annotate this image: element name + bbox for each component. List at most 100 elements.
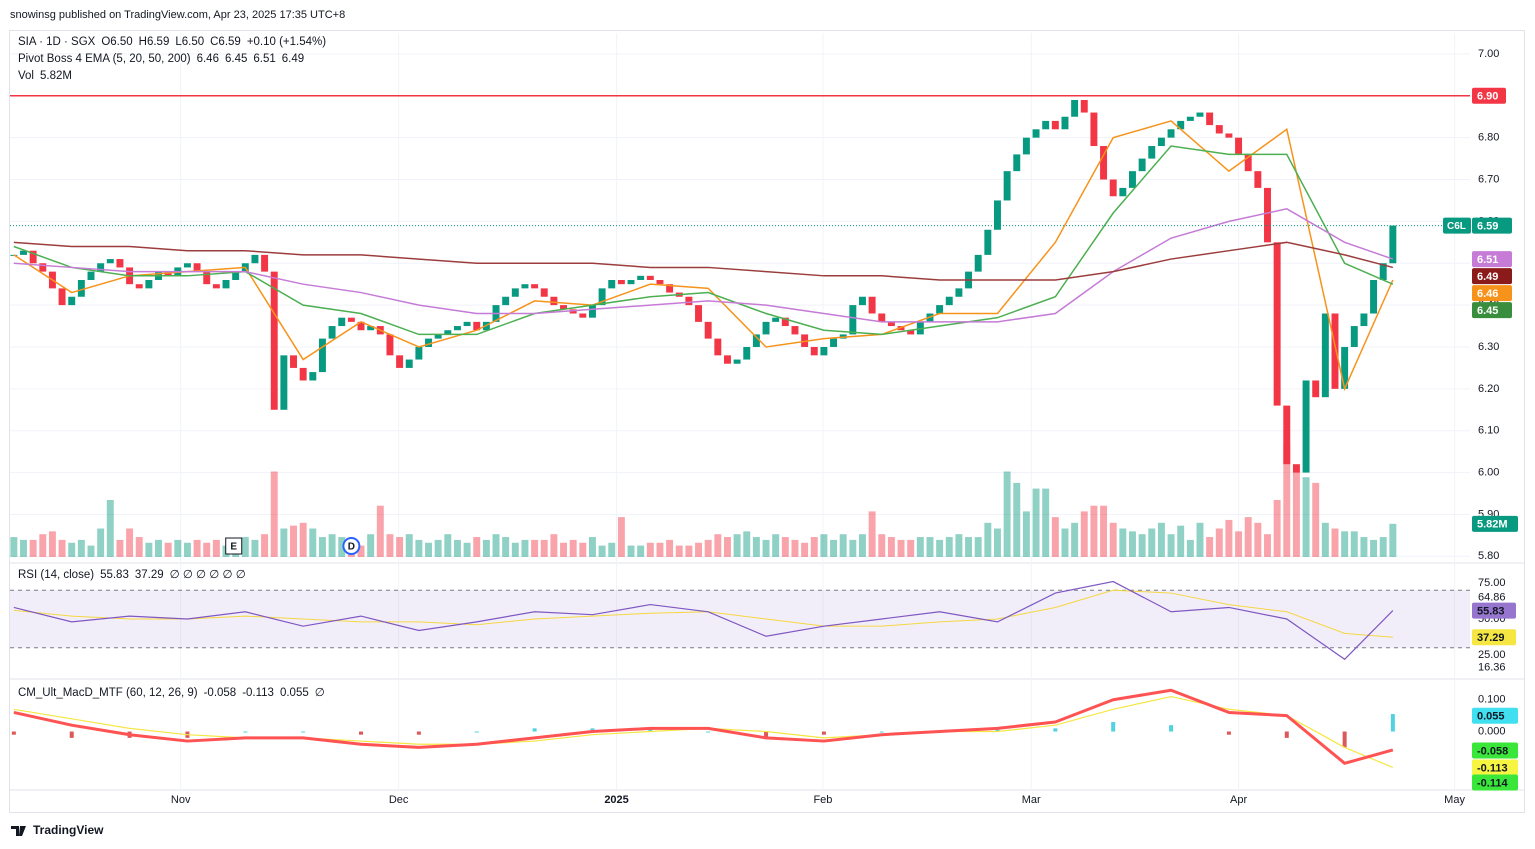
candle-body: [974, 254, 982, 272]
volume-bar: [1119, 528, 1127, 557]
candle-body: [646, 275, 654, 280]
legend-text: -0.058: [204, 687, 237, 699]
volume-bar: [1254, 522, 1262, 557]
volume-bar: [1051, 517, 1059, 557]
volume-bar: [849, 539, 857, 557]
volume-bar: [502, 537, 510, 557]
volume-bar: [492, 534, 500, 557]
price-tag-label: 5.82M: [1477, 519, 1508, 531]
volume-bar: [1379, 537, 1387, 557]
candle-body: [1186, 116, 1194, 121]
candle-body: [1389, 225, 1397, 264]
volume-bar: [511, 542, 519, 557]
volume-bar: [203, 542, 211, 557]
candle-body: [868, 296, 876, 314]
brand: TradingView: [33, 823, 104, 837]
candle-body: [251, 254, 259, 264]
candle-body: [87, 271, 95, 280]
candle-body: [830, 338, 838, 347]
ema-line: [13, 241, 1394, 281]
legend-text: H6.59: [139, 36, 170, 48]
y-tick-label: 75.00: [1478, 577, 1506, 589]
candle-body: [1341, 346, 1349, 389]
candle-body: [1051, 120, 1059, 130]
y-tick-label: 0.000: [1478, 725, 1506, 737]
volume-bar: [752, 537, 760, 557]
event-badge: [225, 537, 243, 555]
candle-body: [386, 334, 394, 356]
legend-text: 0.055: [280, 687, 309, 699]
volume-bar: [106, 500, 114, 557]
price-tag-label: 6.46: [1477, 288, 1498, 300]
volume-bar: [550, 534, 558, 557]
volume-bar: [974, 537, 982, 557]
price-tag-label: -0.113: [1477, 762, 1508, 774]
candle-body: [357, 321, 365, 331]
candle-body: [762, 321, 770, 335]
y-tick-label: 6.10: [1478, 425, 1499, 437]
candle-body: [463, 321, 471, 327]
volume-bar: [907, 539, 915, 557]
volume-bar: [617, 517, 625, 557]
candle-body: [733, 359, 741, 364]
y-tick-label: 25.00: [1478, 649, 1506, 661]
y-tick-label: 6.30: [1478, 341, 1499, 353]
volume-bar: [1341, 531, 1349, 557]
candle-body: [1360, 313, 1368, 327]
candle-body: [367, 326, 375, 331]
candle-body: [550, 296, 558, 306]
candle-body: [106, 259, 114, 264]
volume-bar: [212, 539, 220, 557]
volume-bar: [839, 534, 847, 557]
candle-body: [1254, 171, 1262, 188]
legend-text: +0.10 (+1.54%): [247, 36, 326, 48]
candle-body: [858, 296, 866, 306]
volume-bar: [588, 537, 596, 557]
volume-bar: [772, 534, 780, 557]
volume-bar: [1292, 471, 1300, 557]
candle-body: [1283, 405, 1291, 465]
candle-body: [878, 313, 886, 322]
volume-bar: [1090, 505, 1098, 557]
macd-histogram: [1390, 714, 1395, 732]
volume-bar: [164, 542, 172, 557]
volume-bar: [627, 545, 635, 557]
volume-bar: [48, 531, 56, 557]
candle-body: [328, 326, 336, 339]
volume-bar: [20, 539, 27, 557]
event-label: D: [348, 542, 355, 553]
candle-body: [627, 279, 635, 285]
volume-bar: [791, 539, 799, 557]
candle-body: [1100, 146, 1108, 180]
volume-bar: [1071, 522, 1079, 557]
volume-bar: [704, 539, 712, 557]
legend-text: 5.82M: [40, 70, 72, 82]
volume-bar: [357, 545, 365, 557]
publisher: snowinsg published on TradingView.com, A…: [10, 9, 345, 21]
price-tag: [1472, 302, 1512, 319]
candle-body: [135, 284, 143, 289]
volume-bar: [1157, 522, 1165, 557]
candle-body: [579, 313, 587, 318]
candle-body: [1370, 279, 1378, 314]
volume-bar: [965, 537, 973, 557]
candle-body: [116, 259, 124, 268]
macd-histogram: [995, 728, 1000, 732]
price-tag: [1472, 285, 1512, 302]
volume-bar: [473, 537, 481, 557]
price-tag: [1472, 759, 1518, 776]
volume-bar: [338, 537, 346, 557]
volume-bar: [762, 539, 770, 557]
volume-bar: [646, 542, 654, 557]
volume-bar: [68, 542, 76, 557]
y-tick-label: 0.100: [1478, 694, 1506, 706]
volume-bar: [415, 539, 423, 557]
legend-text: L6.50: [175, 36, 204, 48]
volume-bar: [936, 539, 944, 557]
volume-bar: [830, 539, 838, 557]
candle-body: [318, 338, 326, 373]
candle-body: [203, 271, 211, 285]
volume-bar: [29, 539, 37, 557]
x-tick-label: Feb: [813, 794, 832, 806]
volume-bar: [579, 542, 587, 557]
